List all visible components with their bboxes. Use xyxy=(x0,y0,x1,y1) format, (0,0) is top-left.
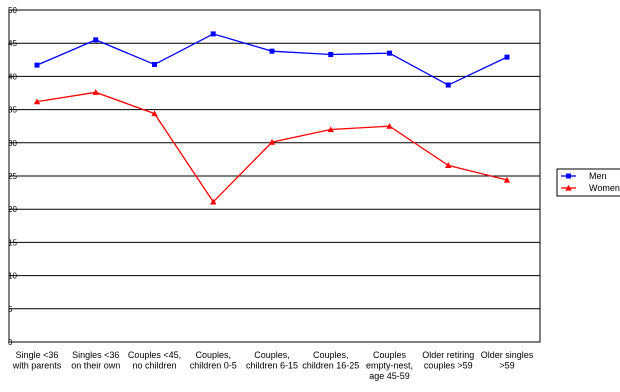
x-tick-label-line: >59 xyxy=(499,361,514,371)
y-tick-label: 35 xyxy=(8,106,17,115)
y-tick-label: 5 xyxy=(8,305,13,314)
data-point-men xyxy=(504,54,510,60)
x-tick-label-line: Couples, xyxy=(313,350,349,360)
data-point-men xyxy=(210,31,216,37)
x-tick-label-line: children 6-15 xyxy=(246,361,298,371)
data-point-women xyxy=(327,126,334,133)
legend: Men Women xyxy=(556,168,620,197)
y-tick-label: 10 xyxy=(8,272,17,281)
x-tick-label-line: children 0-5 xyxy=(190,361,237,371)
x-axis-ticks: Single <36 with parents Singles <36 on thei… xyxy=(12,350,534,381)
x-tick-label-line: Older singles xyxy=(481,350,534,360)
y-tick-label: 40 xyxy=(8,72,17,81)
y-tick-label: 20 xyxy=(8,205,17,214)
data-point-women xyxy=(503,176,511,183)
legend-marker-women xyxy=(565,184,572,191)
data-point-men xyxy=(93,37,99,43)
x-tick-label: Single <36 with parents xyxy=(12,350,62,371)
data-point-men xyxy=(328,51,334,57)
legend-marker-men xyxy=(566,173,571,179)
y-tick-label: 0 xyxy=(8,338,13,347)
data-point-men xyxy=(152,61,157,67)
x-tick-label-line: Couples xyxy=(373,350,407,360)
legend-label-men: Men xyxy=(589,171,607,181)
x-tick-label: Couples empty-nest, age 45-59 xyxy=(366,350,413,381)
x-tick-label: Couples, children 6-15 xyxy=(246,350,298,371)
x-tick-label-line: Singles <36 xyxy=(72,350,119,360)
y-tick-label: 15 xyxy=(8,238,17,247)
y-tick-label: 45 xyxy=(8,39,17,48)
x-tick-label-line: Couples, xyxy=(254,350,290,360)
data-point-women xyxy=(92,89,99,95)
series-men xyxy=(34,31,510,88)
legend-label-women: Women xyxy=(589,183,620,193)
data-point-women xyxy=(33,98,41,105)
x-tick-label-line: age 45-59 xyxy=(369,371,410,381)
data-point-men xyxy=(445,82,451,88)
data-point-women xyxy=(268,138,276,145)
data-point-men xyxy=(34,62,40,68)
data-point-women xyxy=(151,110,158,117)
x-tick-label-line: Couples <45, xyxy=(128,350,181,360)
series-lines xyxy=(33,31,511,205)
y-tick-label: 30 xyxy=(8,139,17,148)
x-tick-label-line: couples >59 xyxy=(424,361,473,371)
data-point-women xyxy=(445,162,452,168)
gridlines xyxy=(9,42,540,310)
data-point-men xyxy=(387,50,392,56)
y-axis-ticks: 0 5 10 15 20 25 30 35 40 45 50 xyxy=(8,6,17,347)
x-tick-label-line: Older retiring xyxy=(422,350,474,360)
x-tick-label: Couples, children 16-25 xyxy=(302,350,359,371)
x-tick-label: Older singles >59 xyxy=(481,350,534,371)
y-tick-label: 25 xyxy=(8,172,17,181)
x-tick-label: Couples <45, no children xyxy=(128,350,181,371)
x-tick-label-line: Couples, xyxy=(195,350,231,360)
x-tick-label-line: on their own xyxy=(71,361,120,371)
data-point-men xyxy=(269,48,275,54)
x-tick-label: Couples, children 0-5 xyxy=(190,350,237,371)
x-tick-label-line: Single <36 xyxy=(16,350,59,360)
x-tick-label: Older retiring couples >59 xyxy=(422,350,474,371)
data-point-women xyxy=(210,198,217,205)
y-tick-label: 50 xyxy=(8,6,17,15)
data-point-women xyxy=(386,123,393,129)
series-women xyxy=(33,89,511,205)
x-tick-label-line: empty-nest, xyxy=(366,361,413,371)
x-tick-label-line: children 16-25 xyxy=(302,361,359,371)
x-tick-label: Singles <36 on their own xyxy=(71,350,120,371)
x-tick-label-line: with parents xyxy=(12,361,62,371)
x-tick-label-line: no children xyxy=(132,361,176,371)
